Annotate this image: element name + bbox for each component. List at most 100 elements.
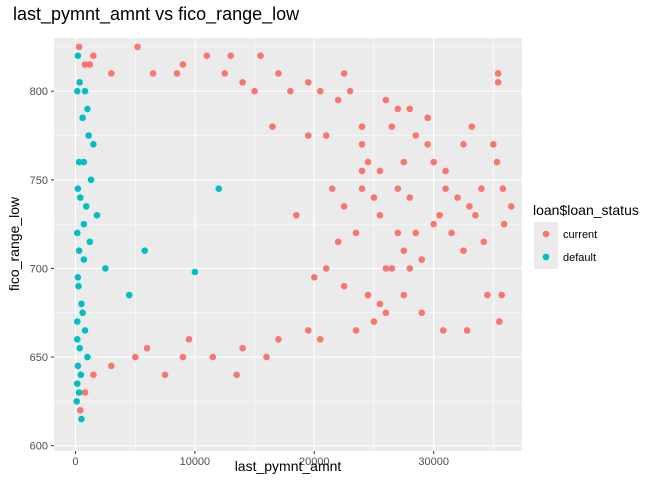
data-point-default: [80, 220, 88, 228]
data-point-default: [74, 273, 82, 281]
data-point-current: [221, 70, 229, 77]
data-point-current: [161, 371, 169, 379]
data-point-current: [370, 318, 378, 325]
data-point-current: [498, 291, 506, 299]
data-point-current: [287, 87, 294, 95]
data-point-current: [358, 167, 366, 175]
data-point-default: [81, 327, 89, 334]
data-point-current: [179, 353, 187, 361]
data-point-current: [352, 327, 360, 334]
data-point-current: [76, 406, 84, 414]
x-axis-ticks: 0 10000 20000 30000: [72, 451, 449, 468]
data-point-current: [131, 353, 139, 361]
data-point-current: [108, 362, 115, 370]
data-point-default: [80, 256, 88, 263]
data-point-current: [179, 61, 187, 68]
data-point-current: [478, 185, 485, 192]
data-point-default: [81, 87, 89, 95]
data-point-current: [203, 52, 211, 60]
data-point-current: [382, 96, 390, 104]
data-point-current: [412, 229, 420, 237]
data-point-current: [251, 87, 258, 95]
data-point-current: [442, 167, 449, 175]
data-point-current: [304, 79, 312, 86]
data-point-current: [400, 247, 408, 255]
data-point-default: [76, 79, 83, 86]
data-point-current: [496, 318, 503, 325]
data-point-default: [73, 380, 81, 387]
data-point-current: [406, 105, 414, 113]
data-point-default: [86, 238, 94, 246]
data-point-current: [376, 211, 384, 219]
data-point-default: [79, 114, 86, 122]
data-point-current: [494, 70, 502, 77]
data-point-current: [484, 291, 491, 299]
data-point-default: [74, 52, 82, 60]
data-point-default: [125, 291, 133, 299]
data-point-default: [75, 282, 82, 290]
data-point-current: [436, 211, 443, 219]
data-point-current: [322, 265, 330, 272]
y-tick-label: 750: [30, 175, 48, 187]
data-point-current: [494, 79, 502, 86]
data-point-current: [460, 247, 467, 255]
data-point-default: [84, 105, 91, 113]
legend-label-default: default: [563, 252, 596, 264]
data-point-default: [76, 194, 84, 201]
data-point-current: [466, 203, 473, 210]
data-point-current: [364, 291, 372, 299]
data-point-current: [90, 371, 97, 379]
data-point-default: [79, 309, 86, 317]
data-point-current: [81, 61, 89, 68]
data-point-current: [149, 70, 157, 77]
data-point-default: [74, 362, 82, 370]
legend-label-current: current: [563, 229, 597, 241]
data-point-current: [173, 70, 181, 77]
data-point-default: [82, 203, 90, 210]
data-point-current: [376, 167, 384, 175]
data-point-current: [400, 291, 408, 299]
data-point-current: [406, 194, 414, 201]
data-point-current: [346, 87, 354, 95]
y-tick-label: 700: [30, 263, 48, 275]
data-point-current: [257, 52, 264, 60]
data-point-current: [316, 336, 324, 343]
data-point-current: [430, 158, 437, 166]
data-point-current: [108, 70, 115, 77]
data-point-current: [394, 105, 402, 113]
data-point-current: [304, 327, 312, 334]
data-point-current: [439, 327, 447, 334]
y-axis-ticks: 600 650 700 750 800: [30, 86, 54, 453]
data-point-default: [85, 132, 92, 139]
data-point-current: [424, 141, 431, 148]
x-tick-label: 10000: [180, 456, 211, 468]
data-point-current: [460, 141, 467, 148]
data-point-current: [490, 141, 497, 148]
data-point-current: [269, 123, 276, 130]
data-point-current: [406, 265, 414, 272]
data-point-current: [358, 123, 366, 130]
data-point-current: [90, 52, 97, 60]
data-point-default: [87, 176, 95, 184]
series-current-points: [75, 43, 515, 414]
data-point-current: [400, 158, 408, 166]
data-point-current: [275, 70, 282, 77]
data-point-default: [73, 229, 81, 237]
data-point-current: [86, 61, 94, 68]
data-point-default: [75, 389, 83, 396]
data-point-default: [73, 318, 81, 325]
data-point-default: [191, 268, 199, 276]
data-point-current: [143, 344, 151, 352]
data-point-current: [134, 43, 141, 51]
data-point-current: [185, 336, 193, 343]
data-point-current: [263, 353, 270, 361]
data-point-current: [493, 158, 501, 166]
data-point-current: [340, 282, 348, 290]
data-point-current: [394, 185, 402, 192]
data-point-default: [75, 247, 83, 255]
data-point-current: [463, 327, 471, 334]
legend-symbol-current: [542, 230, 550, 238]
data-point-current: [358, 185, 366, 192]
data-point-current: [239, 344, 246, 352]
